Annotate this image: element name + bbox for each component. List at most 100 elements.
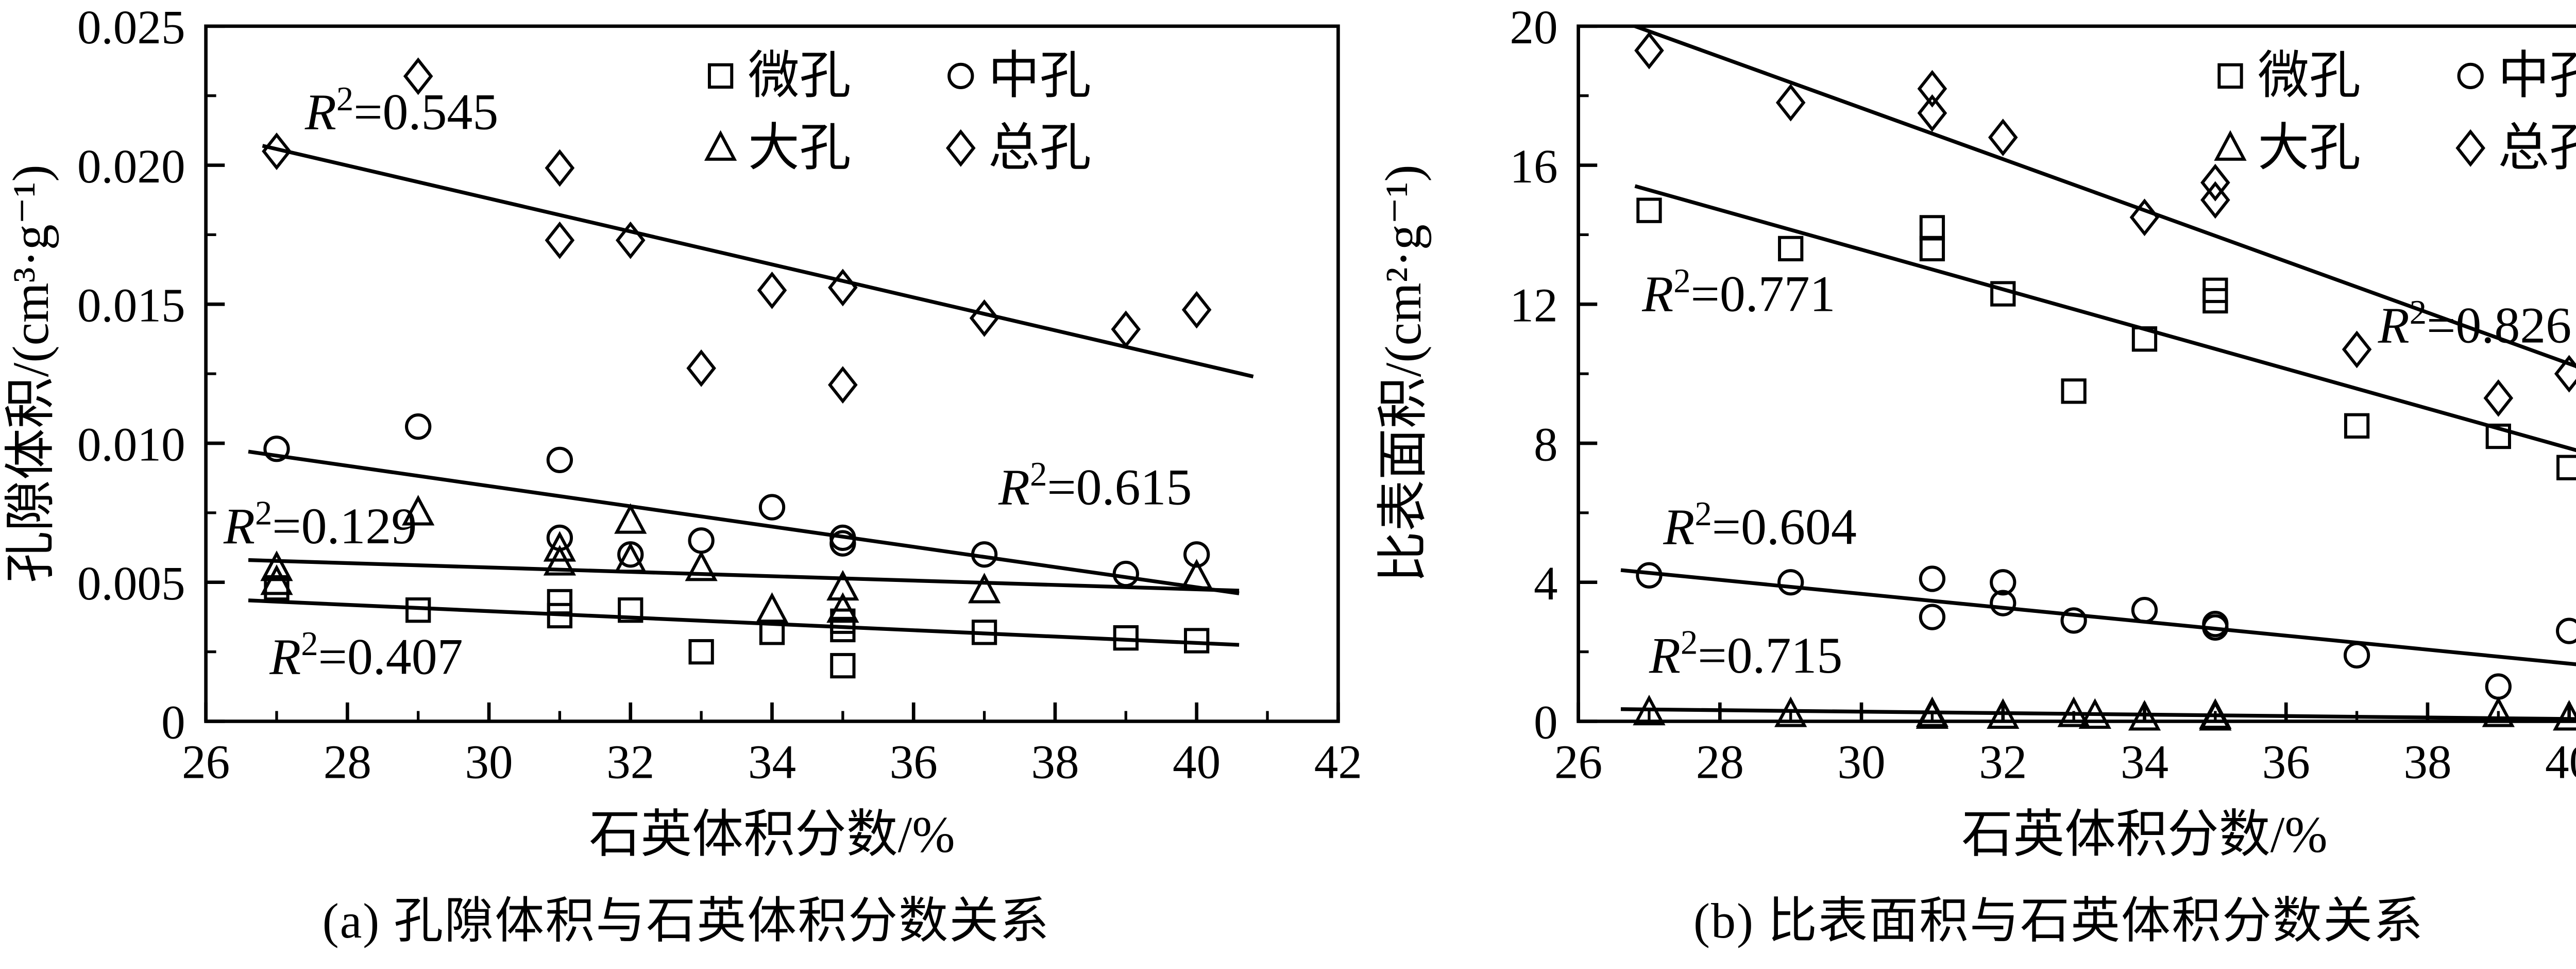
r2-label-micropore: R2=0.771 (1641, 262, 1835, 323)
trend-line-macropore (1620, 707, 2576, 721)
legend-marker-mesopore (947, 62, 974, 90)
data-point-mesopore (1636, 562, 1663, 589)
x-tick-label: 38 (2403, 736, 2451, 789)
legend-label-mesopore: 中孔 (988, 47, 1091, 105)
x-tick-label: 40 (2545, 736, 2576, 789)
data-point-macropore (685, 550, 718, 581)
legend-label-total-pore: 总孔 (988, 120, 1091, 177)
data-point-total-pore (1917, 70, 1947, 108)
data-point-total-pore (2342, 330, 2372, 369)
data-point-total-pore (1775, 83, 1806, 122)
data-point-macropore (755, 592, 789, 623)
data-point-micropore (830, 616, 856, 643)
y-tick-label: 0.025 (77, 1, 185, 54)
data-point-mesopore (971, 541, 998, 568)
r2-label-macropore: R2=0.715 (1649, 624, 1842, 684)
data-point-macropore (260, 564, 293, 595)
data-point-macropore (826, 592, 859, 623)
data-point-mesopore (1919, 565, 1946, 592)
data-point-macropore (1774, 696, 1807, 727)
data-point-mesopore (263, 436, 290, 462)
data-point-micropore (2061, 378, 2087, 404)
data-point-total-pore (828, 366, 858, 404)
data-point-total-pore (2200, 163, 2230, 202)
data-point-total-pore (2200, 181, 2230, 219)
chart-a-pore-volume: 26 28 30 32 34 36 38 40 42 0 0.005 0.010 0.015 0.020 0… (2, 1, 1362, 863)
legend-marker-micropore (2217, 63, 2243, 89)
data-point-mesopore (2343, 642, 2370, 669)
x-tick-label: 40 (1173, 736, 1221, 789)
y-tick-label: 4 (1534, 557, 1558, 610)
data-point-macropore (2482, 696, 2515, 727)
trend-line-mesopore (1620, 568, 2576, 666)
data-point-macropore (260, 550, 293, 581)
data-point-total-pore (1181, 291, 1212, 329)
data-point-micropore (2202, 288, 2228, 314)
y-axis-title: 孔隙体积/(cm³·g⁻¹) (2, 164, 59, 583)
legend-label-mesopore: 中孔 (2498, 47, 2576, 105)
data-point-mesopore (2131, 597, 2158, 624)
y-tick-label: 0 (1534, 696, 1558, 749)
trend-line-micropore (248, 598, 1240, 647)
data-point-mesopore (2485, 673, 2512, 700)
legend-marker-total-pore (946, 129, 976, 167)
data-point-micropore (2485, 423, 2511, 449)
y-tick-label: 0.010 (77, 418, 185, 471)
data-point-mesopore (688, 527, 715, 554)
chart-b-specific-surface-area: 262830323436384042048121620石英体积分数/%比表面积/… (1375, 1, 2576, 863)
data-point-total-pore (2129, 198, 2160, 237)
data-point-micropore (1919, 236, 1945, 262)
x-axis-title: 石英体积分数/% (589, 806, 955, 863)
data-point-total-pore (969, 299, 999, 337)
y-tick-label: 12 (1510, 279, 1557, 332)
legend-label-micropore: 微孔 (2258, 47, 2361, 105)
data-point-macropore (1180, 559, 1213, 590)
data-point-micropore (688, 639, 714, 665)
data-point-mesopore (546, 446, 573, 473)
legend-label-micropore: 微孔 (748, 47, 851, 105)
data-point-total-pore (2554, 355, 2576, 393)
x-tick-label: 36 (890, 736, 938, 789)
data-point-total-pore (1111, 310, 1141, 348)
chart-a-caption: (a) 孔隙体积与石英体积分数关系 (322, 893, 1050, 948)
legend-marker-macropore (704, 130, 737, 161)
data-point-micropore (830, 653, 856, 679)
data-point-macropore (2199, 700, 2232, 731)
data-point-mesopore (2556, 617, 2576, 644)
data-point-micropore (2131, 326, 2158, 352)
data-point-total-pore (1917, 94, 1947, 132)
data-point-macropore (2553, 700, 2576, 731)
data-point-total-pore (686, 349, 716, 387)
data-point-mesopore (1777, 569, 1804, 596)
legend-label-macropore: 大孔 (748, 120, 851, 177)
data-point-mesopore (1112, 560, 1139, 588)
data-point-mesopore (1183, 541, 1210, 568)
x-tick-label: 28 (324, 736, 371, 789)
r2-label-total-pore: R2=0.826 (2378, 294, 2571, 354)
data-point-mesopore (1919, 604, 1946, 630)
r2-label-macropore: R2=0.129 (223, 495, 417, 555)
plot-frame (1577, 24, 2576, 723)
data-point-macropore (614, 542, 647, 573)
data-point-total-pore (1634, 31, 1664, 70)
data-point-micropore (547, 589, 573, 615)
data-point-macropore (402, 495, 435, 526)
data-point-mesopore (2202, 614, 2229, 641)
trend-line-macropore (248, 558, 1240, 593)
chart-b-caption: (b) 比表面积与石英体积分数关系 (1693, 893, 2424, 948)
legend-marker-total-pore (2455, 129, 2485, 167)
x-tick-label: 30 (465, 736, 513, 789)
data-point-total-pore (828, 269, 858, 307)
data-point-macropore (1916, 698, 1949, 729)
data-point-total-pore (545, 149, 575, 187)
legend-label-total-pore: 总孔 (2498, 120, 2576, 177)
data-point-total-pore (615, 221, 646, 259)
legend-marker-macropore (2214, 130, 2247, 161)
data-point-micropore (547, 603, 573, 629)
data-point-micropore (1636, 197, 1662, 223)
data-point-macropore (543, 531, 577, 562)
x-tick-label: 42 (1314, 736, 1362, 789)
data-point-micropore (2344, 413, 2370, 439)
legend-marker-mesopore (2457, 62, 2484, 90)
